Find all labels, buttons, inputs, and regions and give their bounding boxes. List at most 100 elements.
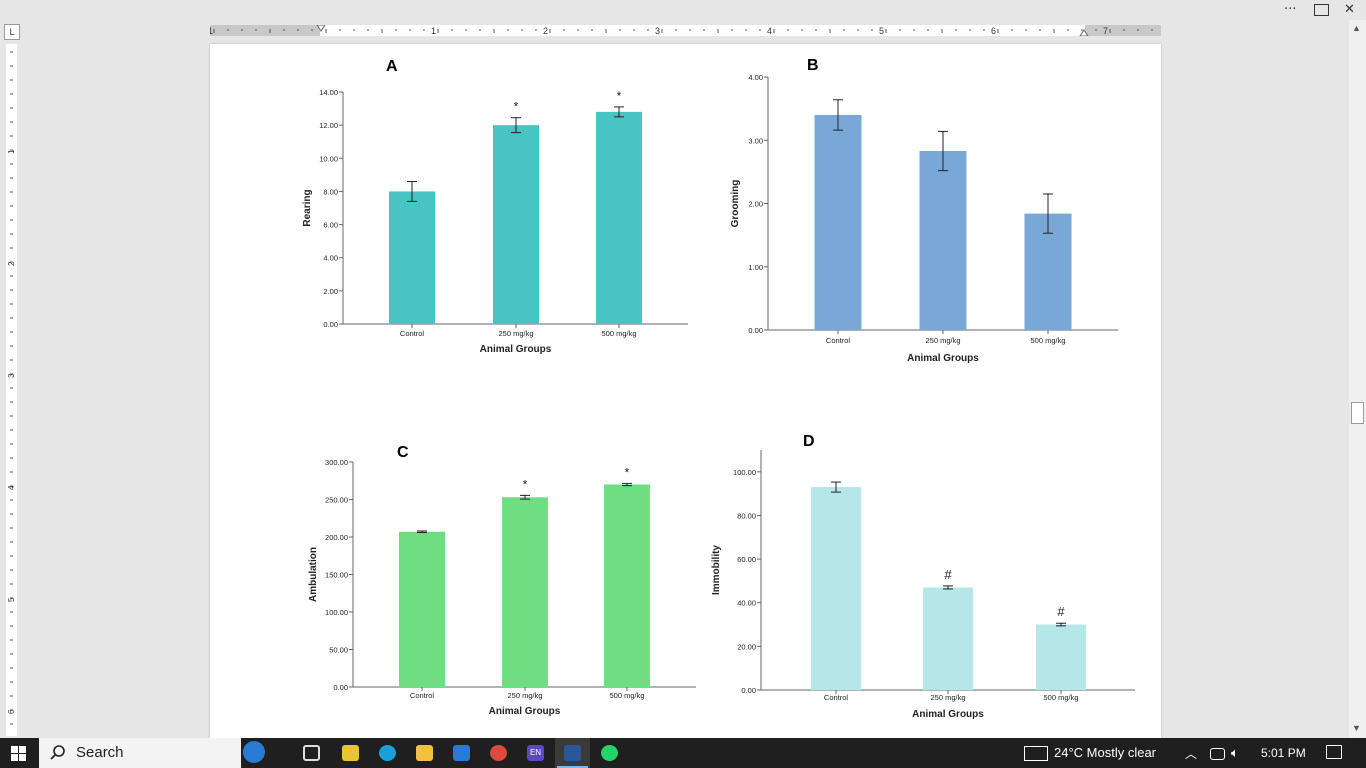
panel-label: C [397,444,409,461]
panel-label: A [386,58,398,75]
panel-label: B [807,57,819,74]
ruler-number: 4 [7,485,16,490]
document-page[interactable]: A 0.00 2.00 4.00 6.00 8.00 10.00 12.00 14.00 Cont… [210,44,1161,738]
y-tick-label: 60.00 [737,555,756,564]
search-input[interactable]: Search [39,738,265,768]
y-tick-label: 0.00 [741,686,756,695]
bar-1 [399,531,445,687]
x-tick-label: 500 mg/kg [601,329,636,338]
ruler-number: 1 [210,26,213,36]
more-options-icon[interactable]: ··· [1284,2,1297,17]
horizontal-ruler[interactable]: 1 1 2 3 4 5 6 7 [210,25,1161,36]
ruler-number: 3 [655,26,660,36]
clock[interactable]: 5:01 PM [1261,746,1306,760]
y-tick-label: 200.00 [325,533,348,542]
windows-start-icon[interactable] [11,746,26,761]
taskbar: Search EN 24°C Mostly clear ︿ 🔈︎ 5:01 PM [0,738,1366,768]
x-tick-label: 250 mg/kg [498,329,533,338]
y-tick-label: 4.00 [748,73,763,82]
scroll-thumb[interactable] [1351,402,1364,424]
vertical-scrollbar[interactable]: ▲ ▼ [1349,20,1366,738]
y-tick-label: 80.00 [737,511,756,520]
y-axis-label: Ambulation [308,547,319,602]
y-tick-label: 0.00 [333,683,348,692]
y-tick-label: 8.00 [323,187,338,196]
x-tick-label: 250 mg/kg [507,691,542,700]
x-tick-label: 500 mg/kg [1043,693,1078,702]
significance-marker: * [625,465,630,479]
significance-marker: # [944,567,952,582]
x-tick-label: 250 mg/kg [925,336,960,345]
tab-selector[interactable]: L [4,24,20,40]
y-tick-label: 40.00 [737,599,756,608]
x-tick-label: 500 mg/kg [609,691,644,700]
bar-2 [493,125,539,325]
chevron-up-icon[interactable]: ︿ [1185,747,1198,761]
ruler-left-margin [210,25,320,36]
y-tick-label: 3.00 [748,136,763,145]
ruler-number: 4 [767,26,772,36]
ruler-number: 7 [1103,26,1108,36]
ribbon-display-icon[interactable] [1314,4,1329,16]
edge-icon[interactable] [379,745,396,761]
ruler-number: 6 [7,709,16,714]
significance-marker: * [514,100,519,114]
vertical-ruler-ticks: 1 2 3 4 5 6 [7,51,16,725]
first-line-indent-marker [316,25,326,32]
language-app-icon[interactable]: EN [527,745,544,761]
vertical-ruler[interactable]: 1 2 3 4 5 6 [6,44,17,736]
y-axis-label: Grooming [730,180,741,228]
y-tick-label: 6.00 [323,221,338,230]
y-tick-label: 0.00 [323,320,338,329]
y-tick-label: 10.00 [319,154,338,163]
chart-panel-b: B 0.00 1.00 2.00 3.00 4.00 Control 250 mg/kg 500… [730,57,1118,364]
search-icon [50,745,65,760]
y-tick-label: 2.00 [748,200,763,209]
figure-charts: A 0.00 2.00 4.00 6.00 8.00 10.00 12.00 14.00 Cont… [302,57,1135,720]
bar-1 [814,114,862,330]
active-indicator [557,766,588,768]
weather-text[interactable]: 24°C Mostly clear [1054,745,1157,760]
word-icon[interactable] [564,745,581,761]
y-tick-label: 150.00 [325,571,348,580]
panel-label: D [803,433,815,450]
search-placeholder: Search [76,744,124,761]
ruler-number: 5 [7,597,16,602]
x-tick-label: 500 mg/kg [1030,336,1065,345]
y-tick-label: 14.00 [319,88,338,97]
ruler-number: 1 [431,26,436,36]
notifications-icon[interactable] [1326,745,1342,759]
y-tick-label: 4.00 [323,254,338,263]
y-tick-label: 100.00 [733,468,756,477]
x-tick-label: Control [824,693,849,702]
y-tick-label: 2.00 [323,287,338,296]
scroll-up-icon[interactable]: ▲ [1352,23,1361,33]
right-indent-marker [1079,29,1089,36]
bar-3 [596,111,642,324]
ruler-number: 5 [879,26,884,36]
store-icon[interactable] [342,745,359,761]
scroll-down-icon[interactable]: ▼ [1352,723,1361,733]
battery-icon[interactable] [1210,748,1225,760]
volume-icon[interactable]: 🔈︎ [1231,745,1239,760]
chrome-icon[interactable] [490,745,507,761]
ruler-number: 2 [543,26,548,36]
ruler-ticks: 1 1 2 3 4 5 6 7 [210,25,1153,36]
close-icon[interactable]: ✕ [1344,2,1355,17]
bar-2 [923,587,973,690]
ruler-number: 2 [7,261,16,266]
ruler-number: 6 [991,26,996,36]
file-explorer-icon[interactable] [416,745,433,761]
y-tick-label: 1.00 [748,263,763,272]
mail-icon[interactable] [453,745,470,761]
bar-3 [1036,624,1086,690]
y-tick-label: 20.00 [737,642,756,651]
significance-marker: # [1057,604,1065,619]
whatsapp-icon[interactable] [601,745,618,761]
chart-panel-c: C 0.00 50.00 100.00 150.00 200.00 250.00 300.00… [308,444,696,717]
bar-3 [604,484,650,687]
ruler-number: 1 [7,149,16,154]
task-view-icon[interactable] [303,745,320,761]
x-axis-label: Animal Groups [912,709,984,720]
y-axis-label: Rearing [302,189,313,226]
